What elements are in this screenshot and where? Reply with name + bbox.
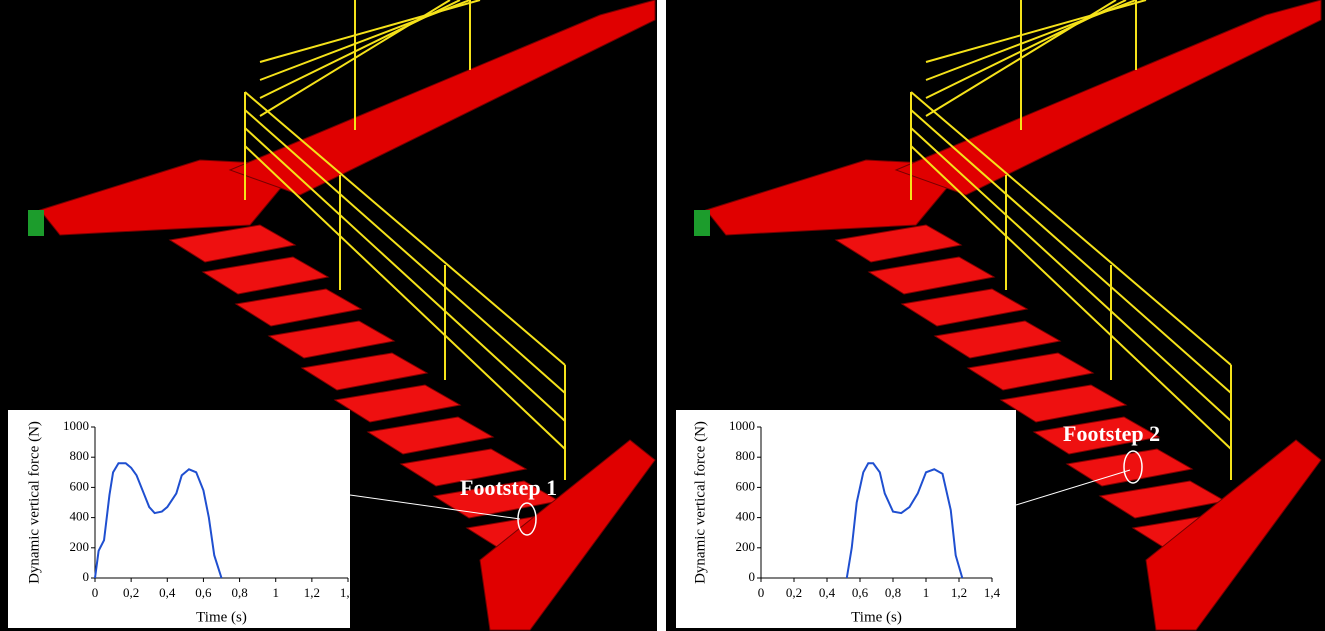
y-tick-label: 400 [70,509,90,524]
x-tick-label: 0,2 [786,585,802,600]
y-tick-label: 0 [83,569,90,584]
footstep-label: Footstep 2 [1063,421,1160,446]
x-tick-label: 0,6 [195,585,212,600]
x-tick-label: 0,2 [123,585,139,600]
x-tick-label: 0,4 [159,585,176,600]
y-tick-label: 800 [736,448,756,463]
y-tick-label: 800 [70,448,90,463]
x-tick-label: 0,8 [231,585,247,600]
y-tick-label: 200 [70,539,90,554]
x-axis-title: Time (s) [851,609,902,625]
x-tick-label: 0,4 [819,585,836,600]
y-tick-label: 600 [736,478,756,493]
y-tick-label: 1000 [729,418,755,433]
x-tick-label: 1 [923,585,930,600]
y-tick-label: 0 [749,569,756,584]
y-tick-label: 200 [736,539,756,554]
y-axis-title: Dynamic vertical force (N) [692,421,708,584]
y-tick-label: 600 [70,478,90,493]
x-tick-label: 1,2 [304,585,320,600]
figure: 0 200 400 600 800 1000 0 0,2 0,4 0,6 0,8 1 1,2 1,4 Tim… [0,0,1325,631]
y-tick-label: 400 [736,509,756,524]
x-tick-label: 1,4 [340,585,357,600]
x-tick-label: 0,8 [885,585,901,600]
support [28,210,44,236]
x-tick-label: 0 [758,585,765,600]
x-tick-label: 0,6 [852,585,869,600]
x-tick-label: 1 [272,585,279,600]
y-tick-label: 1000 [63,418,89,433]
inset-background [8,410,350,628]
x-tick-label: 0 [92,585,99,600]
x-tick-label: 1,2 [951,585,967,600]
x-tick-label: 1,4 [984,585,1001,600]
y-axis-title: Dynamic vertical force (N) [26,421,42,584]
x-axis-title: Time (s) [196,609,247,625]
footstep-label: Footstep 1 [460,475,557,500]
support [694,210,710,236]
